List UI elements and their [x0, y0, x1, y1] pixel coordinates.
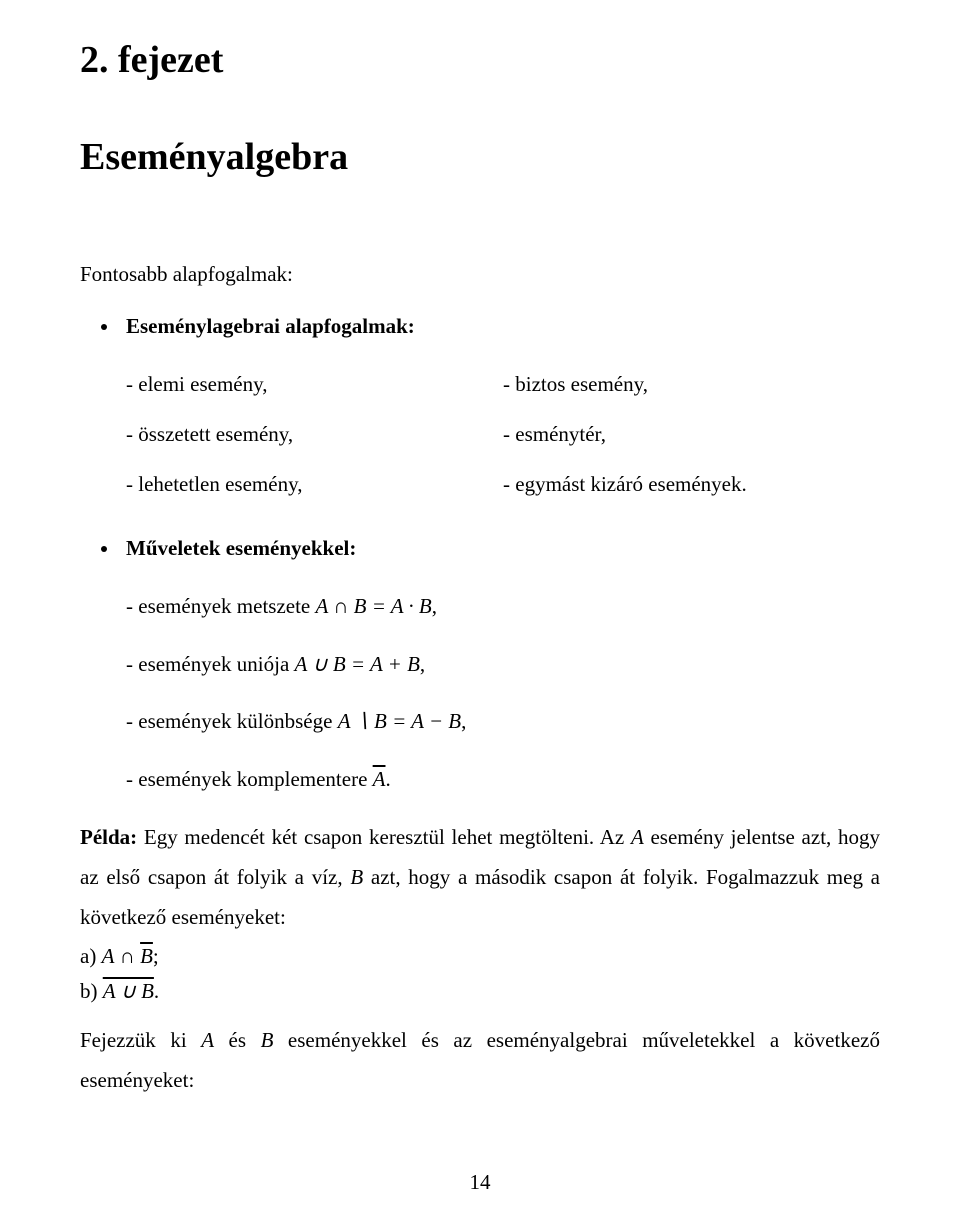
top-list: Eseménylagebrai alapfogalmak: - elemi es…: [80, 307, 880, 800]
op-text: - események uniója: [126, 652, 295, 676]
op-math: A ∪ B = A + B: [295, 652, 420, 676]
page: 2. fejezet Eseményalgebra Fontosabb alap…: [0, 0, 960, 1222]
op-math-overline: A: [373, 767, 386, 791]
op-union: - események uniója A ∪ B = A + B,: [126, 645, 880, 685]
page-number: 14: [0, 1166, 960, 1200]
op-math: A ∖ B = A − B: [338, 709, 461, 733]
operations-list: - események metszete A ∩ B = A · B, - es…: [126, 587, 880, 801]
section-concepts-heading: Eseménylagebrai alapfogalmak:: [126, 314, 415, 338]
concept-item: - összetett esemény,: [126, 415, 503, 455]
op-math: A ∩ B = A · B: [316, 594, 432, 618]
item-text: ;: [153, 944, 159, 968]
op-text: ,: [432, 594, 437, 618]
item-label: b): [80, 979, 103, 1003]
op-text: - események metszete: [126, 594, 316, 618]
math-var: A: [631, 825, 644, 849]
math-var: B: [350, 865, 363, 889]
section-operations-heading: Műveletek eseményekkel:: [126, 536, 356, 560]
section-concepts: Eseménylagebrai alapfogalmak: - elemi es…: [120, 307, 880, 515]
math-op: ∩: [114, 944, 140, 968]
op-text: - események különbsége: [126, 709, 338, 733]
example-text: és: [214, 1028, 261, 1052]
math-overline: B: [140, 944, 153, 968]
op-intersection: - események metszete A ∩ B = A · B,: [126, 587, 880, 627]
chapter-label: 2. fejezet: [80, 30, 880, 91]
example-item-b: b) A ∪ B.: [80, 975, 880, 1009]
example-paragraph-2: Fejezzük ki A és B eseményekkel és az es…: [80, 1021, 880, 1101]
concepts-col-left: - elemi esemény, - összetett esemény, - …: [126, 355, 503, 515]
intro-text: Fontosabb alapfogalmak:: [80, 258, 880, 292]
math-var: A: [201, 1028, 214, 1052]
item-text: .: [154, 979, 159, 1003]
example-text: Egy medencét két csapon keresztül lehet …: [137, 825, 631, 849]
concept-item: - esménytér,: [503, 415, 880, 455]
math-overline: A ∪ B: [103, 979, 154, 1003]
example-text: Fejezzük ki: [80, 1028, 201, 1052]
op-difference: - események különbsége A ∖ B = A − B,: [126, 702, 880, 742]
example-sublist: a) A ∩ B; b) A ∪ B.: [80, 940, 880, 1009]
math-var: B: [261, 1028, 274, 1052]
op-text: - események komplementere: [126, 767, 373, 791]
op-text: ,: [461, 709, 466, 733]
concepts-columns: - elemi esemény, - összetett esemény, - …: [126, 355, 880, 515]
section-operations: Műveletek eseményekkel: - események mets…: [120, 529, 880, 800]
concept-item: - egymást kizáró események.: [503, 465, 880, 505]
example-item-a: a) A ∩ B;: [80, 940, 880, 974]
math-var: A: [102, 944, 115, 968]
concepts-col-right: - biztos esemény, - esménytér, - egymást…: [503, 355, 880, 515]
example-label: Példa:: [80, 825, 137, 849]
chapter-title: Eseményalgebra: [80, 127, 880, 188]
op-text: .: [385, 767, 390, 791]
example-paragraph-1: Példa: Egy medencét két csapon keresztül…: [80, 818, 880, 938]
concept-item: - biztos esemény,: [503, 365, 880, 405]
concept-item: - lehetetlen esemény,: [126, 465, 503, 505]
op-text: ,: [420, 652, 425, 676]
item-label: a): [80, 944, 102, 968]
op-complement: - események komplementere A.: [126, 760, 880, 800]
concept-item: - elemi esemény,: [126, 365, 503, 405]
